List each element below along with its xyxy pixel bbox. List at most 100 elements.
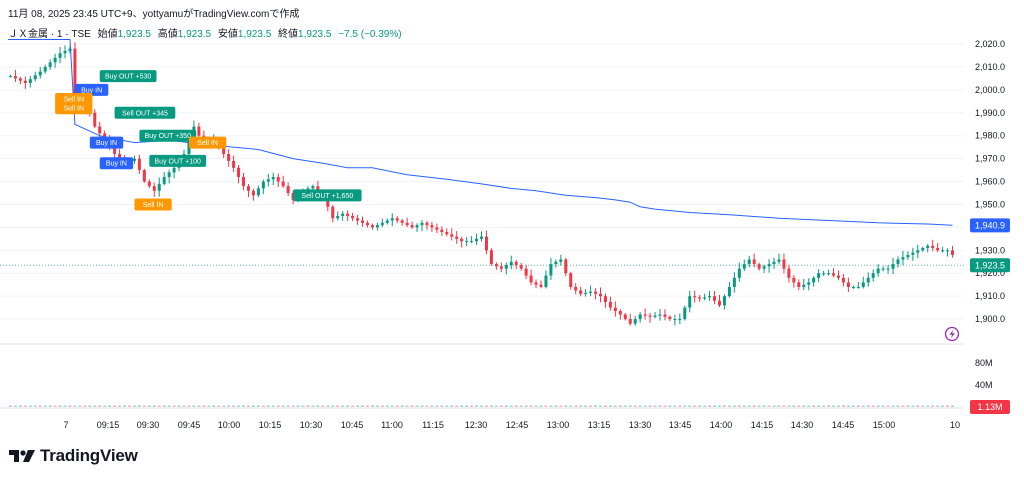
candle-body — [608, 301, 612, 308]
volume-bar — [574, 405, 578, 407]
time-tick-label: 11:00 — [381, 420, 403, 430]
time-tick-label: 13:00 — [547, 420, 570, 430]
high-value: 1,923.5 — [177, 29, 212, 40]
candle-body — [861, 282, 865, 287]
candle-body — [648, 315, 652, 317]
price-tick-label: 2,010.0 — [975, 62, 1005, 72]
candle-body — [792, 277, 796, 283]
candle-body — [58, 53, 62, 58]
candle-body — [38, 71, 42, 76]
volume-bar — [217, 405, 221, 407]
volume-bar — [931, 405, 935, 407]
volume-bar — [797, 405, 801, 407]
candle-body — [787, 268, 791, 278]
trade-marker-label: Buy OUT +100 — [155, 158, 201, 165]
candle-body — [737, 268, 741, 278]
volume-bar — [475, 405, 479, 407]
candle-body — [683, 307, 687, 320]
volume-bar — [569, 405, 573, 407]
volume-bar — [415, 405, 419, 407]
candle-body — [901, 257, 905, 260]
volume-bar — [296, 405, 300, 407]
candle-body — [63, 50, 67, 54]
trade-marker-label: Sell IN — [63, 106, 84, 113]
last-price-badge: 1,923.5 — [970, 258, 1010, 273]
candle-body — [643, 314, 647, 316]
trade-marker-label: Buy OUT +530 — [105, 74, 151, 81]
volume-bar — [871, 405, 875, 407]
volume-bar — [132, 405, 136, 407]
trade-marker-buy: Buy IN — [89, 136, 124, 149]
lightning-icon[interactable] — [944, 326, 960, 342]
volume-bar — [23, 405, 27, 407]
candle-body — [926, 245, 930, 249]
price-tick-label: 1,900.0 — [975, 314, 1005, 324]
price-tick-label: 1,950.0 — [975, 199, 1005, 209]
volume-bar — [727, 405, 731, 407]
volume-bar — [137, 405, 141, 407]
candle-body — [891, 264, 895, 269]
tradingview-brand[interactable]: TradingView — [8, 446, 138, 466]
symbol-legend[interactable]: ＪＸ金属 · 1 · TSE 始値1,923.5 高値1,923.5 安値1,9… — [8, 25, 402, 40]
volume-bar — [197, 405, 201, 407]
candle-body — [812, 277, 816, 283]
volume-bar — [321, 405, 325, 407]
candle-body — [435, 227, 439, 230]
trade-marker-label: Buy IN — [81, 87, 102, 94]
candle-body — [782, 259, 786, 269]
candle-body — [167, 172, 171, 177]
candle-body — [574, 286, 578, 291]
candle-body — [594, 291, 598, 294]
candle-body — [747, 259, 751, 265]
time-tick-label: 10 — [950, 420, 960, 430]
trade-marker-label: Sell IN — [143, 202, 164, 209]
candle-body — [48, 62, 52, 67]
candle-body — [356, 218, 360, 221]
volume-bar — [534, 405, 538, 407]
volume-bar — [405, 405, 409, 407]
volume-bar — [539, 405, 543, 407]
time-axis[interactable]: 7 09:15 09:30 09:45 10:00 10:15 10:30 10:45 11:0… — [63, 420, 960, 430]
trade-marker-buy: Buy IN — [74, 83, 109, 96]
chart-caption: 11月 08, 2025 23:45 UTC+9、yottyamuがTradin… — [8, 9, 300, 20]
candle-body — [18, 78, 22, 81]
candle-body — [598, 293, 602, 297]
volume-bar — [757, 405, 761, 407]
vwap-price-badge: 1,940.9 — [970, 218, 1010, 233]
candle-body — [499, 266, 503, 269]
volume-bar — [866, 405, 870, 407]
volume-bar — [356, 405, 360, 407]
volume-bar — [851, 405, 855, 407]
volume-bar — [465, 405, 469, 407]
volume-bar — [256, 405, 260, 407]
candle-body — [440, 229, 444, 232]
candle-body — [450, 234, 454, 237]
volume-bar — [73, 405, 77, 407]
volume-bar — [827, 405, 831, 407]
price-tick-label: 1,960.0 — [975, 177, 1005, 187]
volume-bar — [361, 405, 365, 407]
candle-body — [866, 277, 870, 283]
candle-body — [346, 213, 350, 216]
volume-bar — [608, 405, 612, 407]
price-axis[interactable]: 2,020.0 2,010.0 2,000.0 1,990.0 1,980.0 1,970… — [975, 39, 1005, 324]
volume-bar — [762, 405, 766, 407]
candle-body — [251, 190, 255, 196]
price-tick-label: 1,980.0 — [975, 131, 1005, 141]
candle-body — [668, 316, 672, 320]
volume-bar — [242, 405, 246, 407]
candle-body — [430, 225, 434, 228]
candle-body — [361, 220, 365, 223]
svg-text:1,940.9: 1,940.9 — [975, 221, 1005, 231]
volume-bar — [93, 405, 97, 407]
time-tick-label: 10:45 — [341, 420, 364, 430]
volume-bar — [13, 405, 17, 407]
volume-bar — [470, 405, 474, 407]
candle-body — [946, 250, 950, 252]
open-label: 始値 — [97, 29, 118, 40]
volume-axis[interactable]: 80M 40M — [975, 358, 993, 390]
candle-body — [708, 296, 712, 298]
candle-body — [242, 176, 246, 187]
candle-body — [246, 186, 250, 191]
